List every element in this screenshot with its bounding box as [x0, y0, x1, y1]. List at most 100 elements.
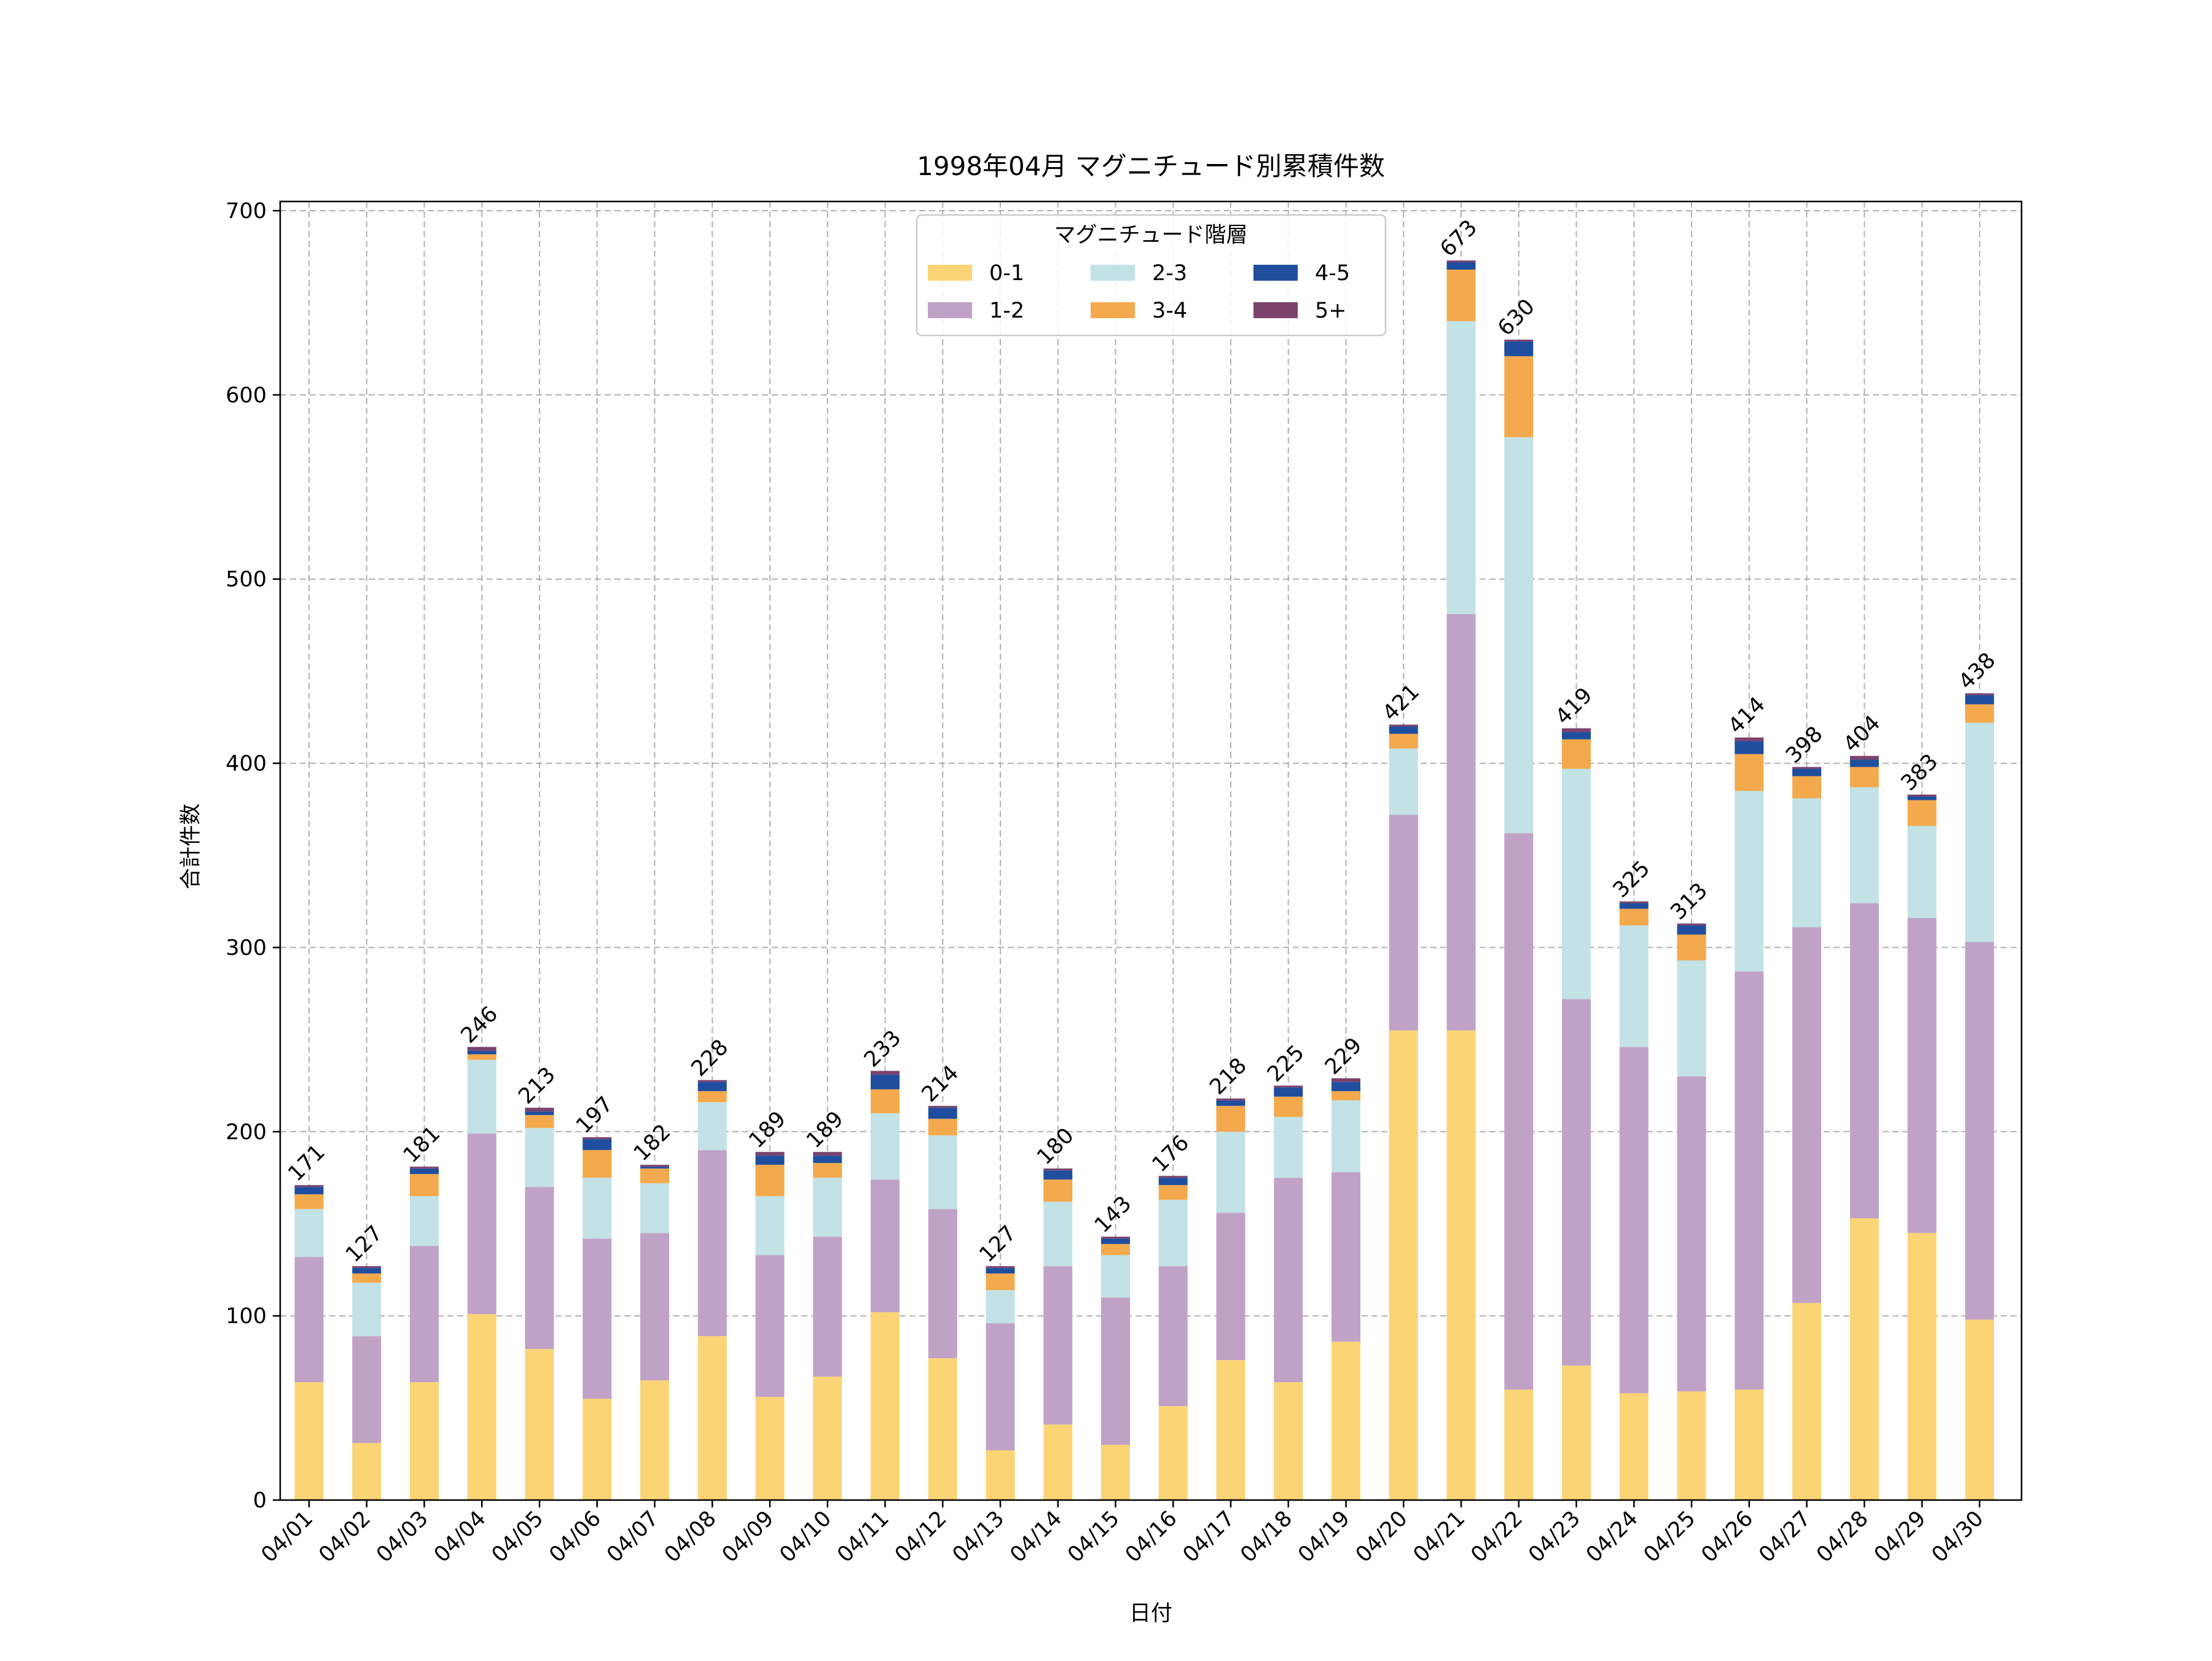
bar-segment-5+	[1792, 767, 1821, 769]
chart-title: 1998年04月 マグニチュード別累積件数	[917, 151, 1385, 181]
bar-segment-0-1	[1562, 1366, 1591, 1500]
bar-segment-3-4	[871, 1089, 900, 1114]
bar-segment-4-5	[1849, 759, 1879, 767]
bar-segment-1-2	[640, 1233, 669, 1381]
bar-segment-2-3	[1158, 1200, 1188, 1267]
bar-segment-3-4	[1216, 1106, 1245, 1132]
y-tick-label: 600	[226, 383, 267, 408]
bar-segment-0-1	[1043, 1425, 1073, 1500]
y-tick-label: 300	[226, 936, 267, 960]
bar-segment-2-3	[1562, 768, 1591, 999]
bar-segment-3-4	[1158, 1185, 1188, 1200]
bar-segment-3-4	[582, 1150, 612, 1178]
bar-segment-4-5	[352, 1268, 382, 1274]
bar-segment-5+	[928, 1106, 957, 1108]
bar-segment-1-2	[294, 1257, 324, 1383]
bar-segment-0-1	[986, 1450, 1015, 1500]
bar-segment-0-1	[1101, 1445, 1130, 1500]
bar-segment-5+	[813, 1152, 842, 1156]
bar-segment-2-3	[1389, 748, 1418, 815]
bar-segment-0-1	[1332, 1342, 1360, 1500]
bar-segment-1-2	[352, 1336, 382, 1444]
bar-segment-5+	[410, 1167, 439, 1169]
bar-segment-1-2	[1101, 1297, 1130, 1445]
bar-segment-3-4	[1562, 739, 1591, 769]
bar-segment-3-4	[755, 1165, 785, 1197]
bar-segment-0-1	[1907, 1233, 1937, 1500]
bar-segment-5+	[1216, 1098, 1245, 1101]
legend-swatch-2-3	[1091, 265, 1135, 281]
bar-segment-3-4	[410, 1174, 439, 1197]
bar-segment-2-3	[294, 1209, 324, 1257]
bar-segment-2-3	[410, 1196, 439, 1246]
bar-segment-1-2	[697, 1150, 727, 1337]
bar-segment-5+	[582, 1137, 612, 1139]
bar-segment-1-2	[525, 1187, 554, 1350]
bar-segment-2-3	[1735, 791, 1764, 972]
bar-segment-2-3	[1677, 960, 1706, 1077]
bar-segment-5+	[1677, 923, 1706, 926]
bar-segment-0-1	[467, 1314, 496, 1500]
bar-segment-4-5	[1792, 768, 1821, 776]
bar-segment-5+	[1158, 1176, 1188, 1178]
bar-segment-5+	[1849, 756, 1879, 760]
bar-segment-3-4	[697, 1091, 727, 1103]
bar-segment-4-5	[928, 1108, 957, 1119]
legend-swatch-0-1	[928, 265, 972, 281]
bar-segment-1-2	[1907, 918, 1937, 1233]
bar-segment-4-5	[1216, 1100, 1245, 1106]
bar-segment-1-2	[1332, 1172, 1360, 1342]
bar-segment-4-5	[813, 1155, 842, 1163]
bar-segment-3-4	[1043, 1179, 1073, 1202]
y-tick-label: 200	[226, 1120, 267, 1144]
legend-label-1-2: 1-2	[989, 299, 1024, 323]
y-tick-label: 400	[226, 752, 267, 776]
bar-segment-1-2	[1216, 1213, 1245, 1361]
bar-segment-5+	[1907, 794, 1937, 797]
bar-segment-2-3	[871, 1113, 900, 1180]
bar-segment-1-2	[1562, 999, 1591, 1366]
bar-segment-2-3	[640, 1183, 669, 1233]
bar-segment-1-2	[1619, 1047, 1649, 1394]
bar-segment-0-1	[1965, 1319, 1994, 1500]
legend-swatch-3-4	[1091, 302, 1135, 318]
bar-segment-1-2	[582, 1238, 612, 1399]
bar-segment-0-1	[1274, 1382, 1303, 1500]
bar-segment-0-1	[352, 1443, 382, 1500]
bar-segment-0-1	[1504, 1389, 1534, 1500]
bar-segment-3-4	[294, 1194, 324, 1210]
bar-segment-2-3	[1907, 826, 1937, 918]
bar-segment-0-1	[813, 1377, 842, 1500]
y-tick-label: 500	[226, 568, 267, 592]
bar-segment-1-2	[871, 1179, 900, 1313]
bar-segment-4-5	[467, 1050, 496, 1055]
bar-segment-1-2	[1735, 971, 1764, 1390]
bar-segment-4-5	[640, 1167, 669, 1169]
bar-segment-2-3	[813, 1178, 842, 1237]
legend-label-3-4: 3-4	[1152, 299, 1187, 323]
legend-swatch-5+	[1253, 302, 1298, 318]
bar-segment-2-3	[525, 1128, 554, 1187]
y-tick-label: 700	[226, 199, 267, 224]
bar-segment-3-4	[1504, 356, 1534, 437]
bar-segment-5+	[1965, 693, 1994, 695]
bar-segment-1-2	[410, 1246, 439, 1383]
bar-segment-4-5	[1735, 741, 1764, 754]
bar-segment-4-5	[986, 1268, 1015, 1274]
legend-title: マグニチュード階層	[1054, 223, 1247, 248]
bar-segment-3-4	[1907, 800, 1937, 826]
bar-segment-0-1	[640, 1380, 669, 1500]
bar-segment-3-4	[352, 1273, 382, 1283]
bar-segment-4-5	[1619, 903, 1649, 909]
bar-segment-4-5	[1274, 1087, 1303, 1097]
bar-segment-0-1	[294, 1382, 324, 1500]
legend: マグニチュード階層 0-1 1-2 2-3 3-4 4-5 5+	[916, 214, 1387, 337]
bar-segment-4-5	[525, 1111, 554, 1116]
bar-segment-0-1	[582, 1399, 612, 1500]
bar-segment-5+	[640, 1165, 669, 1167]
bar-segment-0-1	[1158, 1406, 1188, 1500]
plot-frame	[279, 200, 2023, 1501]
y-tick-label: 100	[226, 1304, 267, 1329]
bar-segment-0-1	[1677, 1391, 1706, 1500]
